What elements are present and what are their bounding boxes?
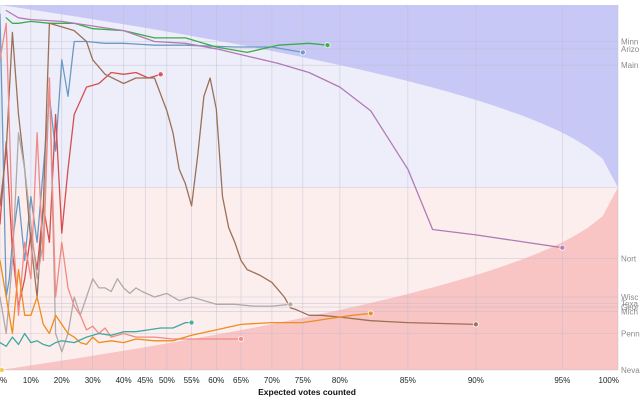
series-end-marker-0	[299, 49, 306, 56]
series-end-markers	[0, 42, 566, 373]
x-tick-label-7: 55%	[184, 376, 200, 385]
series-end-marker-9	[0, 367, 5, 373]
state-label-4: Wisc	[621, 293, 638, 302]
series-line-1	[5, 17, 329, 54]
state-label-2: Main	[621, 61, 638, 70]
x-tick-label-0: %	[0, 376, 7, 385]
state-label-3: Nort	[621, 255, 637, 264]
series-end-marker-3	[157, 71, 164, 78]
state-label-1: Arizo	[621, 45, 640, 54]
series-end-marker-8	[188, 319, 195, 326]
x-tick-label-10: 70%	[264, 376, 280, 385]
series-line-2	[5, 9, 564, 249]
x-tick-labels: % 10% 20% 30% 40% 45% 50% 55% 60% 65% 70% 75% 80% 85%…	[0, 376, 619, 385]
series-lines	[0, 9, 564, 353]
series-line-0	[0, 13, 304, 298]
gridlines	[0, 5, 619, 371]
state-label-7: Mich	[621, 308, 638, 317]
x-tick-label-2: 20%	[54, 376, 70, 385]
x-axis-title: Expected votes counted	[258, 387, 356, 397]
x-tick-label-8: 60%	[208, 376, 224, 385]
state-label-0: Minn	[621, 38, 638, 47]
x-tick-label-9: 65%	[233, 376, 249, 385]
series-end-marker-6	[238, 335, 245, 342]
x-tick-label-15: 95%	[554, 376, 570, 385]
x-tick-label-4: 40%	[116, 376, 132, 385]
x-tick-label-13: 85%	[400, 376, 416, 385]
series-end-marker-1	[324, 42, 331, 49]
x-tick-label-1: 10%	[23, 376, 39, 385]
series-line-5	[0, 77, 292, 353]
x-tick-label-12: 80%	[332, 376, 348, 385]
series-end-marker-7	[367, 310, 374, 317]
series-line-7	[0, 259, 372, 346]
x-tick-label-5: 45%	[137, 376, 153, 385]
series-line-6	[0, 22, 242, 340]
series-line-4	[0, 22, 477, 326]
x-tick-label-14: 90%	[468, 376, 484, 385]
x-tick-label-3: 30%	[85, 376, 101, 385]
state-label-6: Geor	[621, 303, 639, 312]
series-end-marker-5	[287, 301, 294, 308]
dem-region	[0, 5, 618, 188]
state-label-5: Texa	[621, 299, 638, 308]
series-end-marker-4	[472, 321, 479, 328]
x-tick-label-16: 100%	[599, 376, 619, 385]
series-end-marker-2	[559, 244, 566, 251]
state-label-8: Penn	[621, 330, 640, 339]
state-label-9: Neva	[621, 366, 640, 375]
x-tick-label-6: 50%	[159, 376, 175, 385]
series-line-8	[0, 321, 193, 347]
x-tick-label-11: 75%	[295, 376, 311, 385]
